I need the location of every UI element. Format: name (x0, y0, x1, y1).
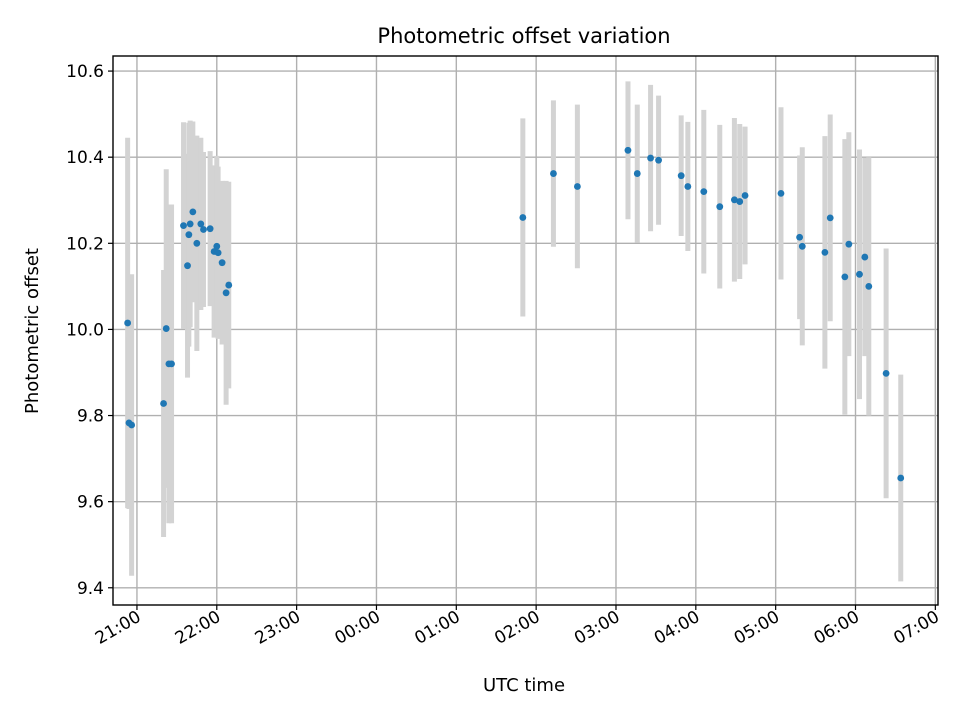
data-point (160, 400, 167, 407)
y-tick-label: 9.6 (77, 493, 104, 513)
data-point (185, 231, 193, 239)
data-point (206, 225, 214, 233)
data-point (180, 222, 187, 230)
data-point (821, 248, 829, 256)
chart-title: Photometric offset variation (377, 24, 670, 48)
data-point (225, 281, 233, 289)
data-point (861, 253, 869, 261)
data-point (519, 214, 527, 221)
data-point (162, 325, 170, 332)
y-tick-label: 10.4 (66, 148, 104, 168)
data-point (741, 192, 749, 199)
grid (113, 56, 938, 605)
data-point (655, 156, 662, 164)
plot-frame (112, 55, 939, 606)
y-tick-label: 10.0 (66, 320, 104, 340)
x-axis-title: UTC time (483, 675, 565, 696)
data-point (193, 239, 201, 247)
data-point (218, 259, 226, 267)
y-tick-label: 9.4 (77, 579, 104, 599)
data-point (184, 262, 191, 270)
y-axis-ticks: 9.4 9.6 9.8 10.0 10.2 10.4 10.6 (66, 62, 113, 599)
data-point (624, 146, 632, 154)
data-point (197, 220, 205, 228)
data-point (573, 183, 581, 190)
data-point (189, 208, 197, 216)
data-point (865, 282, 873, 290)
data-point (777, 189, 785, 197)
data-point (845, 240, 853, 248)
data-point (736, 198, 744, 205)
data-point (214, 249, 222, 257)
data-point (128, 421, 136, 429)
data-point (550, 170, 557, 177)
data-point (798, 242, 806, 250)
data-point (186, 220, 194, 228)
y-tick-label: 9.8 (77, 407, 104, 427)
data-points (124, 146, 905, 482)
data-point (841, 273, 849, 281)
data-point (826, 214, 834, 222)
data-point (684, 183, 692, 190)
data-point (222, 289, 230, 297)
data-point (124, 319, 132, 327)
data-point (633, 170, 641, 177)
data-point (168, 360, 175, 368)
data-point (796, 233, 804, 241)
data-point (856, 270, 863, 278)
data-point (731, 196, 738, 204)
y-tick-label: 10.6 (66, 62, 104, 82)
y-tick-label: 10.2 (66, 234, 104, 254)
data-point (897, 474, 905, 482)
data-point (677, 172, 685, 180)
data-point (716, 203, 724, 211)
data-point (213, 242, 221, 250)
data-point (647, 154, 654, 162)
data-point (200, 226, 207, 233)
data-point (700, 188, 708, 196)
data-point (882, 369, 890, 377)
y-axis-title: Photometric offset (22, 248, 43, 414)
